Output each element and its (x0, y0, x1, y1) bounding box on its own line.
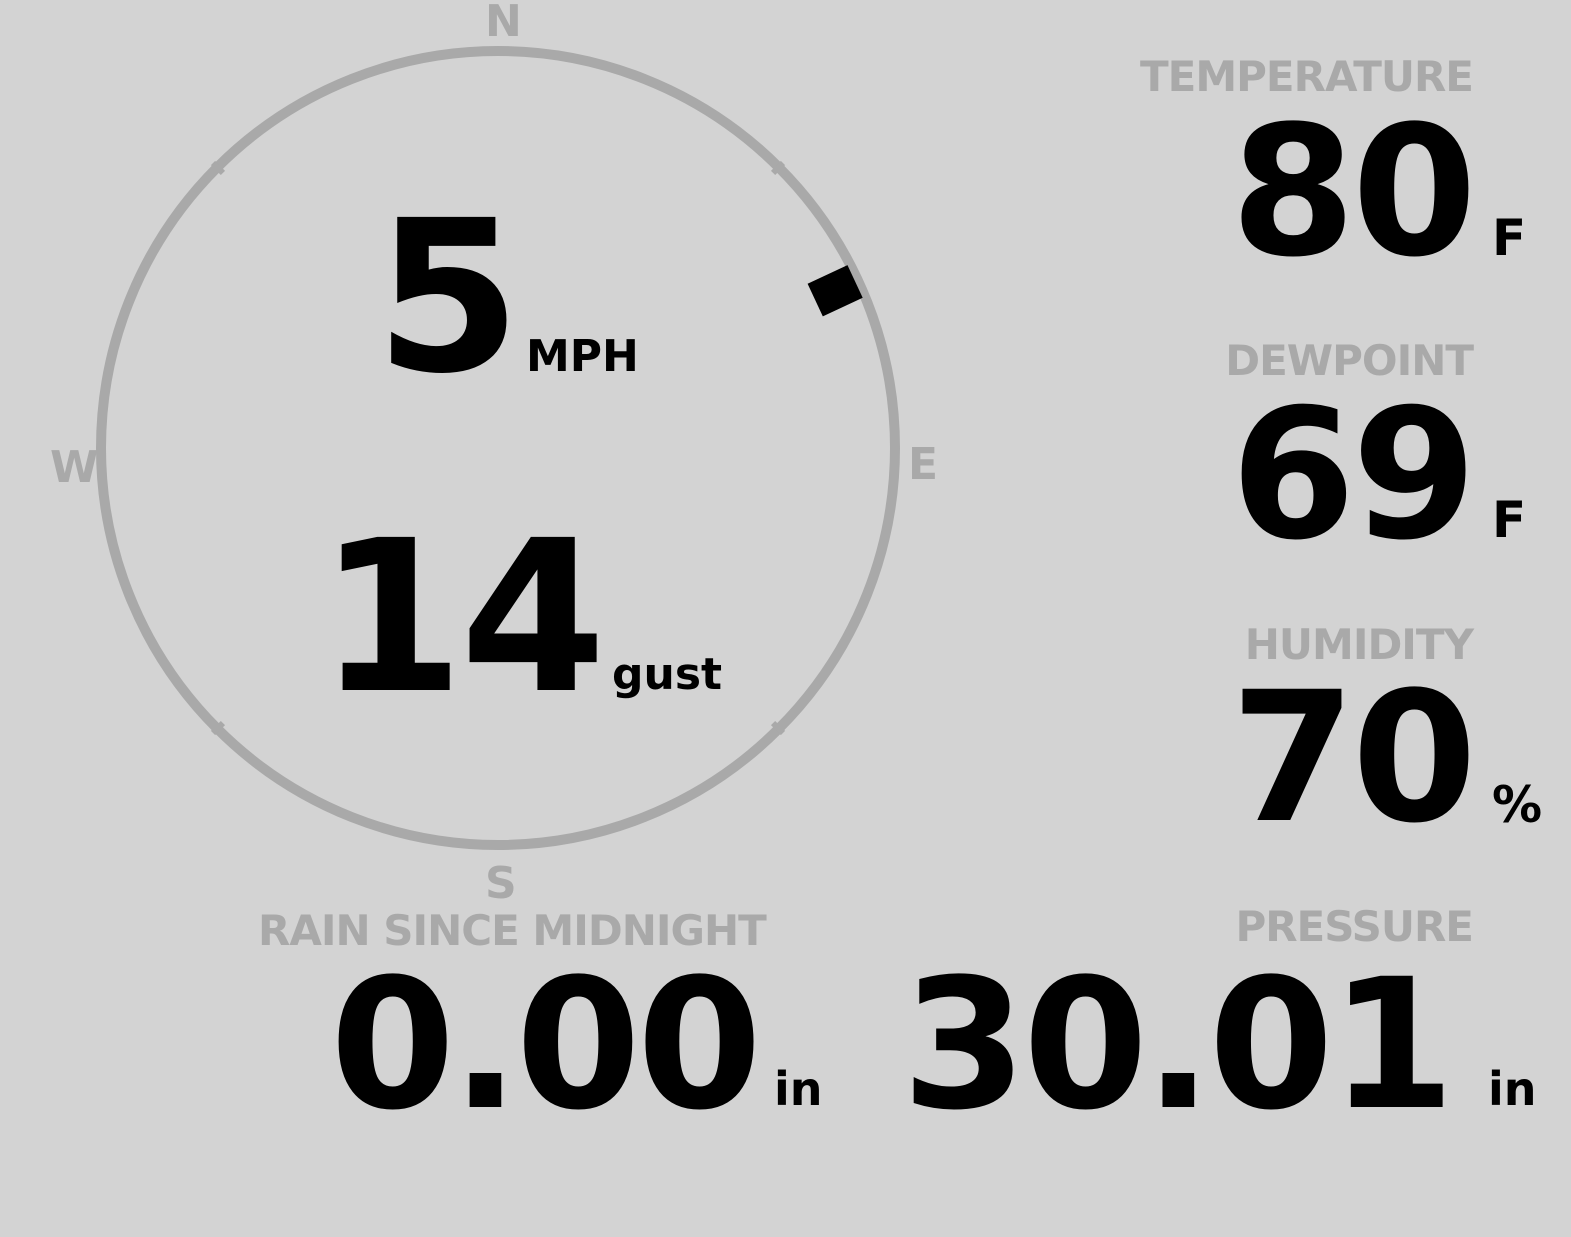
temperature-value: 80 (1230, 88, 1477, 297)
humidity-value: 70 (1230, 654, 1477, 863)
rain-label: RAIN SINCE MIDNIGHT (258, 906, 767, 955)
wind-compass (96, 46, 900, 850)
pressure-unit: in (1488, 1062, 1537, 1116)
wind-gust-unit: gust (612, 649, 723, 700)
compass-tick (770, 720, 786, 736)
dewpoint-value: 69 (1230, 371, 1477, 580)
temperature-unit: F (1492, 209, 1527, 267)
dewpoint-unit: F (1492, 491, 1527, 549)
wind-direction-marker (807, 265, 863, 317)
compass-north: N (485, 0, 522, 47)
humidity-unit: % (1492, 776, 1543, 834)
temperature-label: TEMPERATURE (1140, 52, 1474, 101)
wind-speed-unit: MPH (526, 331, 639, 382)
compass-east: E (908, 439, 938, 490)
compass-west: W (50, 442, 99, 493)
compass-tick (210, 720, 226, 736)
dewpoint-label: DEWPOINT (1225, 336, 1474, 385)
humidity-label: HUMIDITY (1244, 620, 1474, 669)
compass-ring (96, 46, 900, 850)
rain-unit: in (774, 1062, 823, 1116)
compass-tick (770, 160, 786, 176)
pressure-label: PRESSURE (1235, 902, 1474, 951)
wind-speed: 5 (375, 175, 521, 420)
rain-value: 0.00 (330, 941, 762, 1150)
pressure-value: 30.01 (901, 941, 1455, 1150)
compass-south: S (485, 858, 517, 909)
wind-gust: 14 (318, 495, 606, 740)
compass-tick (210, 160, 226, 176)
